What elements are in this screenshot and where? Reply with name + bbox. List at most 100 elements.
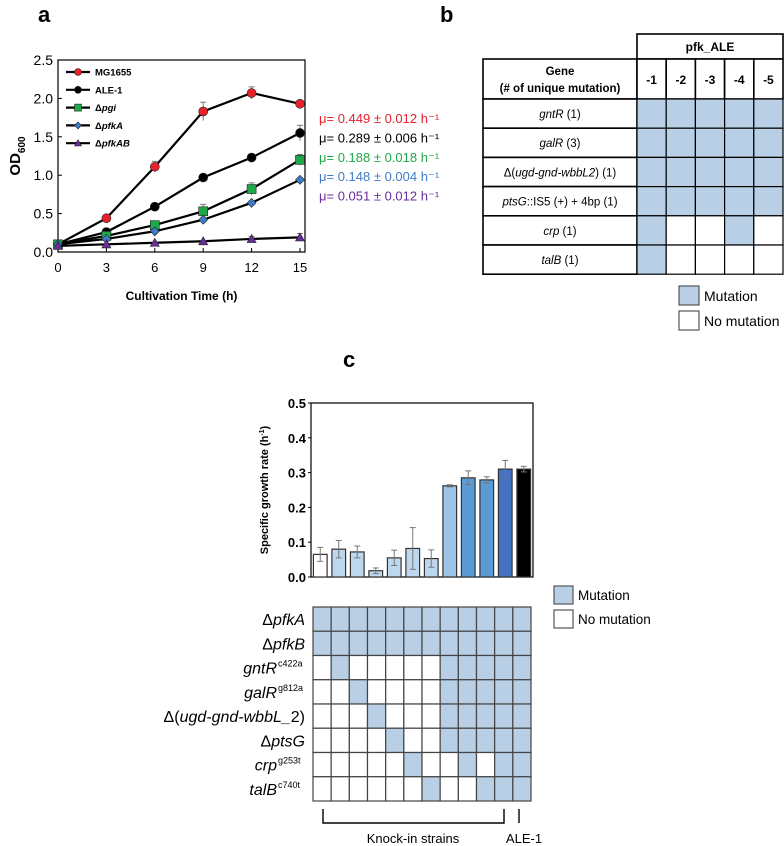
column-header: -2: [675, 73, 686, 87]
mutation-cell: [457, 654, 478, 681]
no-mutation-cell: [312, 776, 332, 802]
mutation-cell: [366, 606, 387, 632]
mutation-cell: [494, 630, 514, 657]
no-mutation-cell: [403, 727, 423, 754]
no-mutation-cell: [330, 679, 350, 705]
mutation-cell: [457, 727, 478, 754]
gene-label: galR: [244, 685, 277, 702]
no-mutation-cell: [421, 751, 441, 778]
growth-rate-label: μ= 0.188 ± 0.018 h⁻¹: [319, 150, 440, 165]
gene-label: galR (3): [540, 138, 581, 150]
series-line: [57, 236, 301, 247]
no-mutation-cell: [348, 727, 369, 754]
growth-rate-label: μ= 0.148 ± 0.004 h⁻¹: [319, 169, 440, 184]
mutation-cell: [439, 703, 459, 729]
y-tick-label: 0.1: [288, 535, 306, 550]
column-header: -3: [705, 73, 716, 87]
no-mutation-cell: [348, 703, 369, 729]
x-tick-label: 9: [200, 260, 207, 275]
label-part: ugd-gnd-wbbL_: [180, 709, 291, 726]
triangle-marker: [246, 233, 257, 243]
series-line: [57, 158, 301, 246]
mutation-cell: [366, 703, 387, 729]
label-part: (1): [564, 109, 581, 121]
no-mutation-cell: [421, 654, 441, 681]
gene-allele: c740t: [278, 780, 301, 790]
label-part: ptsG: [501, 197, 526, 209]
square-marker: [74, 103, 82, 112]
no-mutation-cell: [753, 215, 784, 246]
gene-label: Δ(ugd-gnd-wbbL_2): [164, 709, 305, 726]
gene-label: crp: [255, 758, 277, 775]
column-header: -1: [646, 73, 657, 87]
y-axis-title-end: ): [259, 425, 271, 429]
no-mutation-cell: [330, 776, 350, 802]
legend-name: pfkA: [101, 121, 123, 132]
mutation-cell: [457, 703, 478, 729]
mutation-cell: [512, 751, 532, 778]
label-part: ::IS5 (+) + 4bp (1): [527, 197, 618, 209]
label-part: Δ: [262, 612, 273, 629]
diamond-marker: [295, 174, 305, 185]
label-part: (1): [559, 226, 576, 238]
mutation-cell: [723, 98, 755, 129]
label-part: ugd-gnd-wbbL2: [515, 167, 596, 179]
triangle-marker: [294, 232, 306, 242]
column-header-cell: [752, 58, 784, 100]
mutation-cell: [439, 679, 459, 705]
diamond-marker: [149, 226, 160, 237]
series-pgi: [53, 153, 305, 250]
bar: [516, 468, 532, 578]
y-axis-title-main: Specific growth rate (h: [259, 435, 271, 554]
no-mutation-cell: [385, 703, 405, 729]
mutation-cell: [723, 127, 755, 158]
no-mutation-cell: [312, 727, 332, 754]
legend-label: Δpgi: [95, 103, 116, 114]
series-pfkab: [52, 232, 306, 250]
mutation-cell: [385, 606, 405, 632]
no-mutation-cell: [439, 776, 459, 802]
growth-rate-label: μ= 0.289 ± 0.006 h⁻¹: [319, 130, 440, 145]
gene-allele: c422a: [278, 659, 303, 669]
label-part: (1): [561, 255, 578, 267]
label-part: Δ: [262, 636, 273, 653]
panel-label-a: a: [38, 2, 51, 27]
legend-name: MG1655: [95, 68, 132, 79]
mutation-cell: [403, 751, 423, 778]
circle-marker: [74, 68, 82, 76]
mutation-cell: [494, 727, 514, 754]
growth-rate-label: μ= 0.051 ± 0.012 h⁻¹: [319, 189, 440, 204]
mutation-cell: [665, 127, 697, 158]
legend-delta: Δ: [95, 139, 102, 150]
mutation-cell: [723, 186, 755, 217]
mutation-cell: [330, 654, 350, 681]
gene-header-line2: (# of unique mutation): [500, 83, 621, 95]
mutation-cell: [457, 606, 478, 632]
mutation-cell: [385, 727, 405, 754]
mutation-cell: [439, 727, 459, 754]
label-part: talB: [249, 782, 277, 799]
square-marker: [295, 155, 305, 165]
bar: [497, 468, 513, 578]
legend-name: pgi: [101, 103, 117, 114]
gene-header-cell: [482, 58, 638, 100]
no-mutation-cell: [421, 727, 441, 754]
no-mutation-cell: [403, 703, 423, 729]
gene-label: crp (1): [543, 226, 576, 238]
y-tick-label: 0.5: [34, 206, 54, 222]
mutation-cell: [385, 630, 405, 657]
mutation-cell: [348, 606, 369, 632]
mutation-cell: [475, 606, 496, 632]
no-mutation-cell: [457, 776, 478, 802]
mutation-cell: [403, 630, 423, 657]
knock-in-bracket: [322, 809, 505, 824]
legend-swatch: [678, 310, 700, 331]
bar: [460, 477, 476, 578]
label-part: gntR: [539, 109, 563, 121]
mutation-cell: [753, 98, 784, 129]
series-line: [57, 91, 301, 246]
mutation-cell: [636, 186, 667, 217]
circle-marker: [295, 98, 305, 109]
circle-marker: [198, 106, 208, 117]
mutation-cell: [330, 630, 350, 657]
